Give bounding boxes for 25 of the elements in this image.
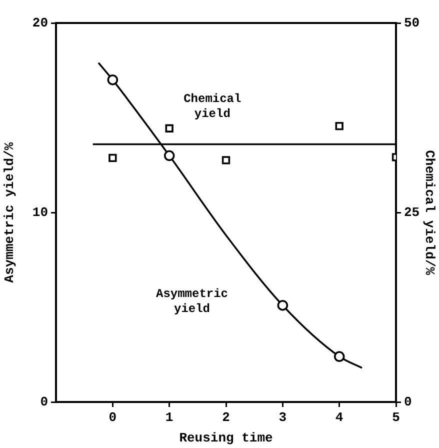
point [277,300,288,311]
x-tick-label: 2 [222,410,230,426]
point [222,156,230,164]
y-tick-label: 0 [40,394,48,410]
annotation: Chemical yield [184,92,242,121]
point [108,154,117,162]
x-tick-label: 5 [392,410,400,426]
x-tick-label: 3 [278,410,287,426]
y2-tick-label: 50 [404,15,420,30]
point [334,351,345,362]
y-tick-label: 20 [32,15,48,30]
point [335,122,344,130]
y2-tick-label: 25 [404,204,420,220]
y2-tick-label: 0 [404,394,412,410]
x-tick-label: 1 [165,410,174,426]
y-tick-label: 10 [32,204,48,220]
y-axis-title: Asymmetric yield/% [2,142,18,283]
x-axis-title: Reusing time [179,430,273,446]
x-tick-label: 4 [335,410,344,426]
x-tick-label: 0 [108,410,117,426]
point [165,124,174,132]
y2-axis-title: Chemical yield/% [422,150,437,276]
annotation: Asymmetric yield [156,287,228,316]
point [164,150,175,162]
point [107,74,118,86]
